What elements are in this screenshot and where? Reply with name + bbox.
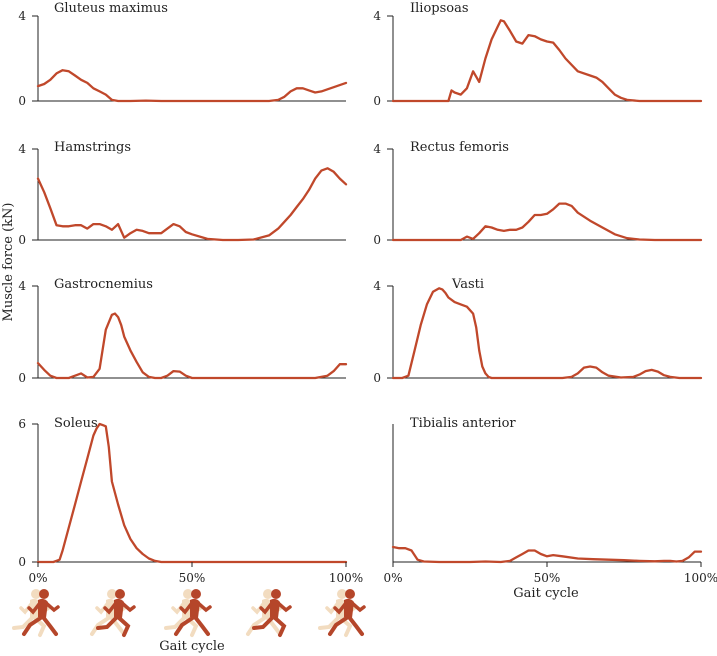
series-line: [391, 545, 703, 564]
panel-title: Vasti: [451, 277, 484, 292]
y-tick-label: 4: [18, 279, 26, 293]
panel-title: Soleus: [54, 416, 98, 431]
x-tick-label: 0%: [28, 571, 47, 585]
y-tick-label: 0: [18, 233, 26, 247]
series-line: [36, 69, 348, 103]
panel-title: Tibialis anterior: [410, 416, 516, 431]
y-tick-label: 4: [18, 142, 26, 156]
panel-hamstrings: 0 4 Hamstrings: [18, 140, 348, 247]
y-tick-label: 0: [373, 233, 381, 247]
x-axis-label-left: Gait cycle: [159, 639, 225, 654]
panel-soleus: 0 6 Soleus 0% 50% 100%: [18, 416, 363, 585]
runner-figure: [328, 589, 366, 636]
panel-title: Iliopsoas: [410, 1, 469, 16]
x-axis-label-right: Gait cycle: [513, 586, 579, 601]
x-tick-label: 100%: [684, 571, 717, 585]
y-tick-label: 4: [373, 9, 381, 23]
panel-title: Gastrocnemius: [54, 277, 153, 292]
y-tick-label: 4: [373, 142, 381, 156]
panels-group: 0 4 Gluteus maximus 0 4 Iliopsoas 0 4 Hamstrings…: [18, 1, 717, 585]
y-tick-label: 0: [18, 94, 26, 108]
panel-title: Rectus femoris: [410, 140, 509, 155]
runner-figure: [174, 589, 212, 636]
y-tick-label: 0: [373, 371, 381, 385]
x-tick-label: 50%: [534, 571, 561, 585]
y-tick-label: 4: [18, 9, 26, 23]
panel-gluteus-maximus: 0 4 Gluteus maximus: [18, 1, 348, 108]
y-axis-label: Muscle force (kN): [1, 203, 16, 322]
series-line: [391, 287, 703, 380]
series-line: [391, 202, 703, 242]
x-tick-label: 100%: [329, 571, 363, 585]
x-tick-label: 50%: [179, 571, 206, 585]
y-tick-label: 0: [18, 371, 26, 385]
y-tick-label: 0: [18, 555, 26, 569]
runner-figure: [96, 589, 136, 637]
panel-title: Gluteus maximus: [54, 1, 168, 16]
y-tick-label: 0: [373, 94, 381, 108]
series-line: [36, 422, 348, 564]
panel-title: Hamstrings: [54, 140, 131, 155]
runner-icons-group: [12, 589, 366, 637]
panel-gastrocnemius: 0 4 Gastrocnemius: [18, 277, 348, 385]
series-line: [391, 19, 703, 103]
panel-vasti: 0 4 Vasti: [373, 277, 703, 385]
runner-figure: [252, 589, 292, 637]
x-tick-label: 0%: [383, 571, 402, 585]
panel-tibialis-anterior: Tibialis anterior 0% 50% 100%: [383, 416, 717, 585]
series-line: [36, 312, 348, 380]
y-tick-label: 4: [373, 279, 381, 293]
y-tick-label: 6: [18, 417, 26, 431]
panel-iliopsoas: 0 4 Iliopsoas: [373, 1, 703, 108]
series-line: [36, 167, 348, 242]
panel-rectus-femoris: 0 4 Rectus femoris: [373, 140, 703, 247]
runner-figure: [22, 589, 60, 636]
